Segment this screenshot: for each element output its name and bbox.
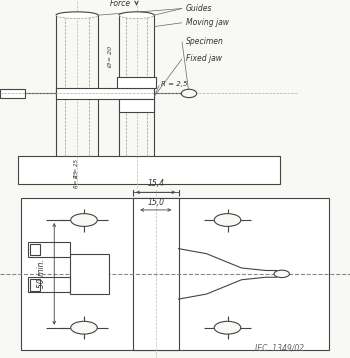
Bar <box>117 77 156 88</box>
Circle shape <box>71 214 97 226</box>
Bar <box>30 243 40 255</box>
Text: 15,4: 15,4 <box>147 179 164 188</box>
Circle shape <box>214 214 241 226</box>
Bar <box>70 254 108 294</box>
Circle shape <box>214 321 241 334</box>
Bar <box>133 198 178 349</box>
Text: Ø = 20: Ø = 20 <box>108 46 113 68</box>
Ellipse shape <box>119 12 154 19</box>
Text: R= 25: R= 25 <box>75 171 79 188</box>
Text: Specimen: Specimen <box>186 37 223 46</box>
Text: Moving jaw: Moving jaw <box>186 18 229 27</box>
Bar <box>30 279 40 291</box>
Circle shape <box>181 89 197 98</box>
Text: R = 2,5: R = 2,5 <box>161 81 188 87</box>
Bar <box>21 198 329 349</box>
Bar <box>0 89 25 98</box>
Text: Force: Force <box>110 0 131 8</box>
Text: Fixed jaw: Fixed jaw <box>186 54 222 63</box>
Text: IEC  1349/02: IEC 1349/02 <box>256 344 304 353</box>
Circle shape <box>71 321 97 334</box>
Bar <box>56 88 154 99</box>
Text: R = 25: R = 25 <box>75 159 79 178</box>
Bar <box>18 156 280 184</box>
Ellipse shape <box>56 12 98 19</box>
Text: Guides: Guides <box>186 4 212 13</box>
Circle shape <box>274 270 289 277</box>
Text: 50 min.: 50 min. <box>36 260 46 288</box>
Bar <box>119 99 154 112</box>
Bar <box>28 277 70 292</box>
Text: 15,0: 15,0 <box>147 198 164 207</box>
Bar <box>28 242 70 257</box>
